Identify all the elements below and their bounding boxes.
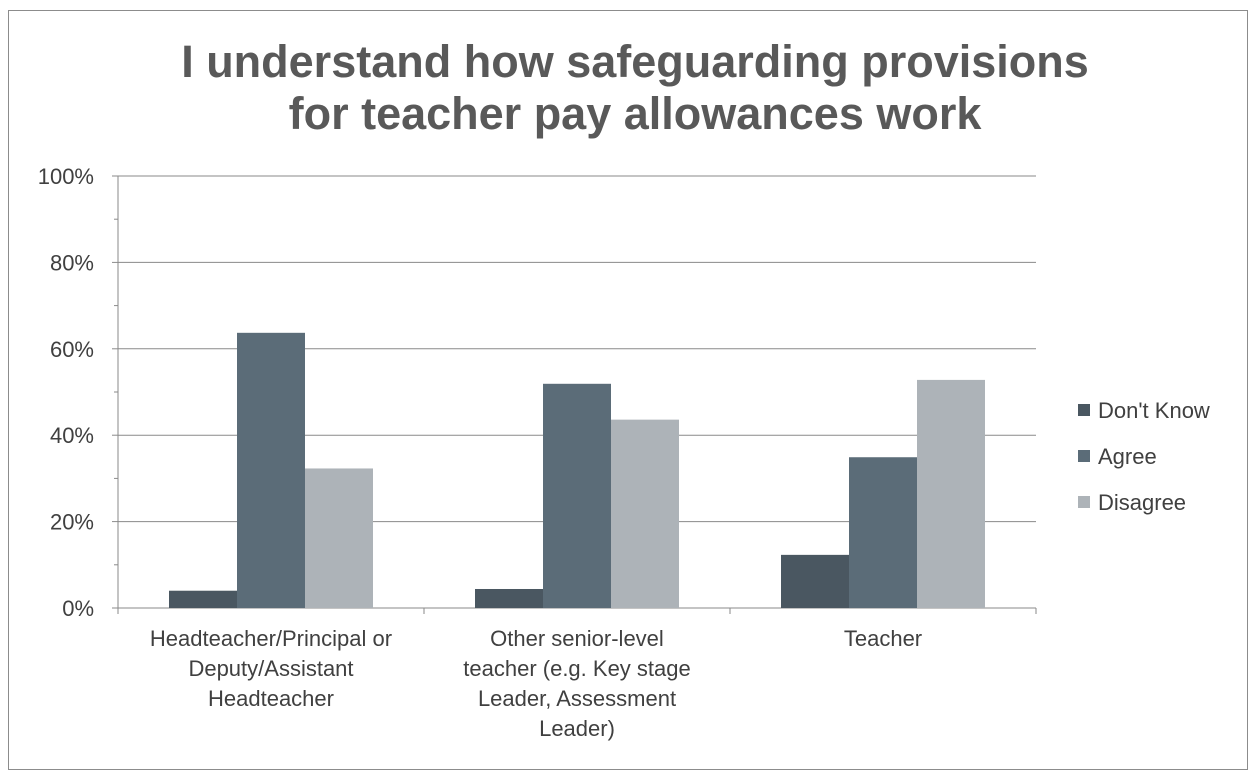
x-category-label-line: Deputy/Assistant xyxy=(188,656,353,681)
x-category-label-line: Leader, Assessment xyxy=(478,686,676,711)
bar xyxy=(849,457,917,608)
y-tick-label: 100% xyxy=(38,164,94,189)
bar xyxy=(237,332,305,608)
x-category-label: Teacher xyxy=(844,626,922,651)
legend-swatch xyxy=(1078,404,1090,416)
y-tick-label: 0% xyxy=(62,596,94,621)
legend-label: Disagree xyxy=(1098,490,1186,515)
legend-swatch xyxy=(1078,496,1090,508)
chart-title-line-1: I understand how safeguarding provisions xyxy=(181,36,1089,87)
x-category-label: Headteacher/Principal or Deputy/Assistant… xyxy=(150,626,392,711)
x-category-label-line: Leader) xyxy=(539,716,615,741)
chart-title: I understand how safeguarding provisions… xyxy=(0,36,1249,140)
legend: Don't Know Agree Disagree xyxy=(1078,398,1210,515)
y-tick-label: 20% xyxy=(50,510,94,535)
bar xyxy=(305,468,373,608)
y-tick-label: 40% xyxy=(50,423,94,448)
x-category-label-line: Headteacher/Principal or xyxy=(150,626,392,651)
y-tick-label: 60% xyxy=(50,337,94,362)
x-category-labels: Headteacher/Principal or Deputy/Assistant… xyxy=(150,626,922,741)
legend-item: Agree xyxy=(1078,444,1157,469)
bar xyxy=(611,419,679,608)
x-category-label-line: teacher (e.g. Key stage xyxy=(463,656,690,681)
bar xyxy=(917,379,985,608)
legend-item: Don't Know xyxy=(1078,398,1210,423)
bar xyxy=(475,588,543,608)
x-category-label: Other senior-level teacher (e.g. Key stag… xyxy=(463,626,690,741)
x-category-label-line: Teacher xyxy=(844,626,922,651)
bar xyxy=(169,590,237,608)
bar xyxy=(543,383,611,608)
bars xyxy=(169,332,985,608)
legend-item: Disagree xyxy=(1078,490,1186,515)
x-category-label-line: Headteacher xyxy=(208,686,334,711)
legend-swatch xyxy=(1078,450,1090,462)
chart-title-line-2: for teacher pay allowances work xyxy=(288,88,982,139)
chart-frame xyxy=(8,10,1248,770)
y-tick-labels: 0% 20% 40% 60% 80% 100% xyxy=(38,164,94,621)
x-category-label-line: Other senior-level xyxy=(490,626,664,651)
y-tick-label: 80% xyxy=(50,250,94,275)
legend-label: Don't Know xyxy=(1098,398,1210,423)
bar xyxy=(781,554,849,608)
legend-label: Agree xyxy=(1098,444,1157,469)
